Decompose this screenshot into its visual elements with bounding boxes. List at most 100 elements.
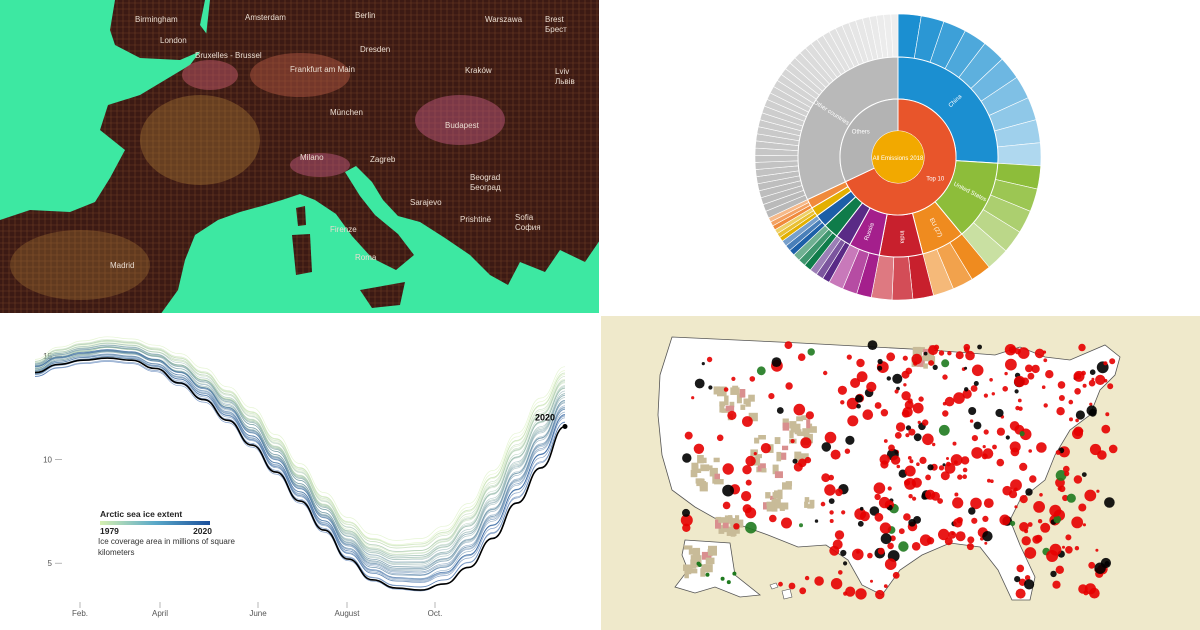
us-dot	[760, 443, 771, 454]
us-dot	[955, 531, 966, 542]
sunburst-group-label: Others	[852, 129, 870, 135]
us-dot	[1019, 522, 1029, 532]
ice-year-line	[34, 346, 566, 568]
us-dot	[982, 445, 986, 449]
shaded-county	[761, 468, 767, 473]
us-dot	[823, 370, 828, 376]
us-dot	[968, 407, 977, 415]
us-dot	[940, 471, 950, 481]
us-dot	[1039, 493, 1043, 497]
us-dot	[697, 563, 702, 567]
us-dot	[731, 376, 736, 381]
urban-hotspot-paris	[182, 60, 238, 90]
us-dot	[992, 444, 997, 450]
shaded-county	[709, 467, 718, 477]
us-dot	[909, 459, 914, 464]
us-dot	[1062, 545, 1065, 549]
us-dot	[847, 415, 859, 427]
ice-year-line	[34, 351, 566, 567]
city-label: Prishtinë	[460, 215, 492, 224]
us-dot	[1088, 561, 1096, 569]
island-sicily	[360, 282, 405, 308]
shaded-county	[700, 568, 706, 577]
shaded-county	[915, 347, 921, 353]
shaded-county	[772, 464, 779, 475]
shaded-county	[774, 437, 781, 445]
us-dot	[1005, 435, 1010, 440]
us-dot	[1078, 503, 1087, 512]
us-dot	[1018, 406, 1023, 411]
us-dot	[877, 358, 883, 365]
ice-year-line	[34, 349, 566, 576]
us-dot	[870, 579, 873, 583]
us-dot	[941, 359, 950, 368]
us-dot	[880, 533, 892, 545]
city-label: Sofia	[515, 213, 534, 222]
us-dot	[1089, 369, 1096, 375]
us-dot	[873, 482, 886, 494]
us-dot	[960, 456, 970, 465]
shaded-county	[807, 504, 814, 509]
us-dot	[953, 392, 965, 404]
shaded-county	[806, 419, 811, 429]
us-dot	[845, 586, 856, 597]
us-dot	[805, 411, 814, 420]
us-dot	[855, 588, 867, 600]
us-dot	[1010, 520, 1016, 526]
us-dot	[716, 434, 724, 442]
shaded-county	[714, 479, 724, 485]
shaded-county	[755, 454, 762, 459]
shaded-county	[725, 405, 735, 412]
us-dot	[1105, 412, 1110, 417]
us-dot	[942, 410, 949, 417]
us-dot	[788, 582, 796, 590]
shaded-county	[748, 412, 758, 422]
us-dot	[983, 498, 994, 508]
us-dot	[749, 376, 756, 382]
us-dot	[1065, 546, 1073, 554]
us-dot	[966, 543, 974, 551]
us-dot	[1019, 431, 1025, 437]
us-dot	[1010, 479, 1022, 492]
terrain-hotspot-spain	[10, 230, 150, 300]
shaded-county	[688, 568, 698, 574]
panel-divider-vertical	[599, 0, 601, 630]
shaded-county	[739, 389, 746, 398]
us-dot	[946, 457, 949, 460]
ice-x-axis: Feb. April June August Oct.	[72, 602, 442, 618]
europe-map-panel: Birmingham London Amsterdam Berlin Warszawa B…	[0, 0, 600, 315]
us-dot	[745, 507, 757, 519]
us-dot	[1071, 516, 1084, 529]
sunburst-group-label: Top 10	[926, 177, 945, 183]
ice-x-tick-label: Feb.	[72, 609, 88, 618]
us-dot	[903, 383, 907, 387]
shaded-county	[729, 401, 735, 408]
city-label: Zagreb	[370, 155, 396, 164]
us-dot	[896, 464, 901, 469]
ice-legend-description: Ice coverage area in millions of square …	[98, 537, 235, 557]
us-dot	[814, 519, 819, 523]
us-dot	[781, 517, 792, 529]
city-label: Брест	[545, 25, 567, 34]
shaded-county	[789, 421, 797, 429]
us-dot	[912, 402, 924, 414]
us-dot	[1016, 564, 1025, 573]
us-dot	[785, 382, 793, 390]
shaded-county	[763, 502, 770, 510]
us-dot	[973, 421, 982, 430]
us-dot	[1014, 505, 1018, 509]
us-dot	[901, 391, 911, 401]
us-dot	[944, 462, 956, 474]
shaded-county	[732, 385, 739, 392]
us-dot	[886, 376, 891, 381]
us-dot	[874, 493, 881, 501]
city-label: София	[515, 223, 541, 232]
ice-year-line	[34, 344, 566, 560]
us-dot	[1013, 487, 1018, 492]
city-label: London	[160, 36, 187, 45]
shaded-county	[776, 451, 782, 462]
us-dot	[1049, 504, 1062, 517]
us-dot	[1024, 575, 1031, 581]
us-dot	[1108, 444, 1118, 454]
shaded-county	[796, 416, 803, 422]
